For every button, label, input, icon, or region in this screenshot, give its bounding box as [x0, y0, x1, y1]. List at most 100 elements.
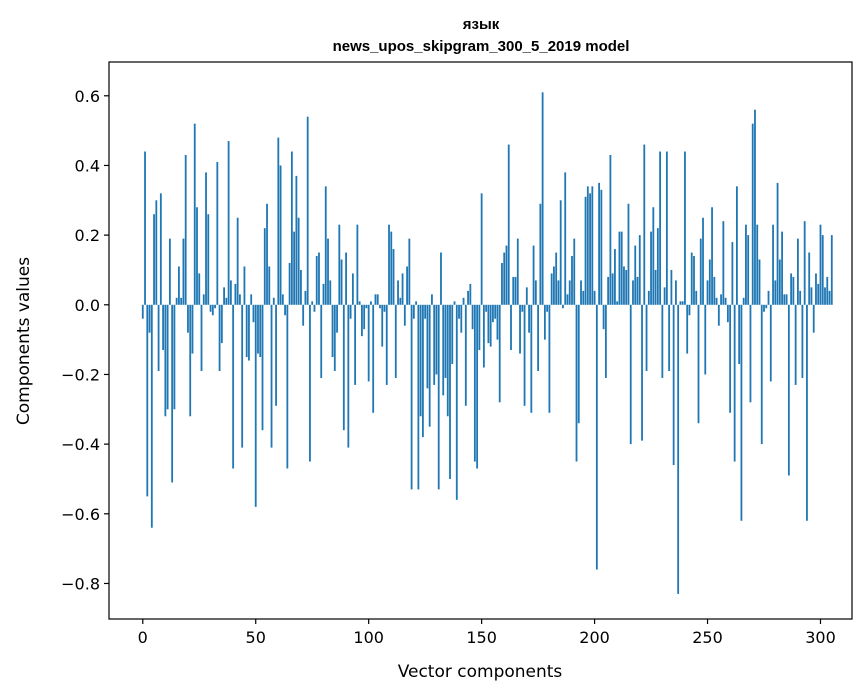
bar [532, 245, 535, 305]
chart-title-line1: язык [463, 16, 500, 33]
bar [516, 238, 519, 305]
bar [259, 304, 262, 358]
bar [489, 304, 492, 347]
bar [408, 238, 411, 305]
bar [270, 304, 273, 448]
bar [412, 304, 415, 319]
bar [498, 304, 501, 403]
bar [415, 301, 418, 305]
bar [293, 231, 296, 305]
bar [372, 304, 375, 413]
bar [828, 290, 831, 305]
bar [460, 304, 463, 333]
x-tick-label: 250 [692, 628, 723, 647]
bar [824, 287, 826, 305]
bar [645, 304, 648, 371]
bar [571, 256, 573, 305]
bar [284, 304, 286, 316]
bar [449, 304, 451, 479]
bar [164, 304, 167, 417]
bar [406, 266, 408, 305]
bar [399, 297, 402, 305]
bar [421, 304, 424, 438]
y-tick-label: 0.6 [75, 87, 100, 106]
bar [778, 259, 781, 305]
y-tick-label: 0.0 [75, 296, 100, 315]
bar [586, 186, 589, 305]
bar [656, 228, 659, 305]
bar [302, 304, 305, 326]
bar [803, 221, 806, 305]
bar [747, 235, 750, 305]
bar [614, 249, 616, 305]
bar [534, 280, 537, 305]
bar [144, 151, 146, 305]
bar [205, 172, 207, 305]
bar [202, 294, 205, 305]
y-tick-label: 0.2 [75, 226, 100, 245]
bar [582, 290, 585, 305]
bar [693, 256, 695, 305]
bar [482, 304, 485, 368]
bar [580, 280, 582, 305]
bar [216, 161, 219, 305]
bar [514, 276, 517, 305]
bar [431, 294, 433, 305]
bar [232, 304, 235, 469]
bar [410, 304, 413, 490]
bar [604, 304, 607, 378]
bar [699, 238, 702, 305]
bar [392, 249, 395, 305]
bar [806, 304, 808, 521]
bar [494, 304, 497, 319]
bar [819, 224, 822, 305]
bar [548, 304, 551, 413]
bar [220, 304, 223, 344]
bar [738, 304, 741, 365]
bar [467, 290, 469, 305]
bar [754, 109, 756, 305]
bar [191, 304, 194, 354]
bar [236, 217, 239, 305]
bar [320, 304, 323, 378]
bar [772, 224, 774, 305]
bar [207, 214, 210, 305]
bar [781, 231, 783, 305]
bar [595, 304, 598, 570]
bar [559, 200, 562, 305]
bar [367, 304, 370, 382]
bar [455, 304, 458, 500]
x-tick-label: 50 [246, 628, 266, 647]
bar [200, 304, 203, 371]
bar [690, 252, 693, 305]
bar [620, 231, 623, 305]
bar [365, 304, 368, 309]
bar [252, 304, 255, 323]
bar [751, 123, 754, 305]
bar [241, 304, 244, 448]
bar [243, 266, 246, 305]
bar [175, 297, 178, 305]
bar [636, 276, 639, 305]
bar [313, 304, 316, 312]
bar [329, 280, 332, 305]
bar [311, 301, 314, 305]
bar [225, 297, 228, 305]
bar [374, 294, 377, 305]
bar [650, 231, 652, 305]
bar [306, 116, 309, 305]
bar [785, 294, 788, 305]
bar [729, 304, 732, 413]
y-tick-label: 0.4 [75, 156, 100, 175]
bar [591, 186, 594, 305]
bar [555, 252, 558, 305]
bar [765, 304, 768, 309]
bar [815, 273, 817, 305]
bar [643, 144, 646, 305]
bar [340, 259, 343, 305]
bar [297, 217, 300, 305]
bar [543, 304, 546, 340]
bar [193, 123, 196, 305]
bar [598, 182, 601, 305]
bar [345, 252, 347, 305]
